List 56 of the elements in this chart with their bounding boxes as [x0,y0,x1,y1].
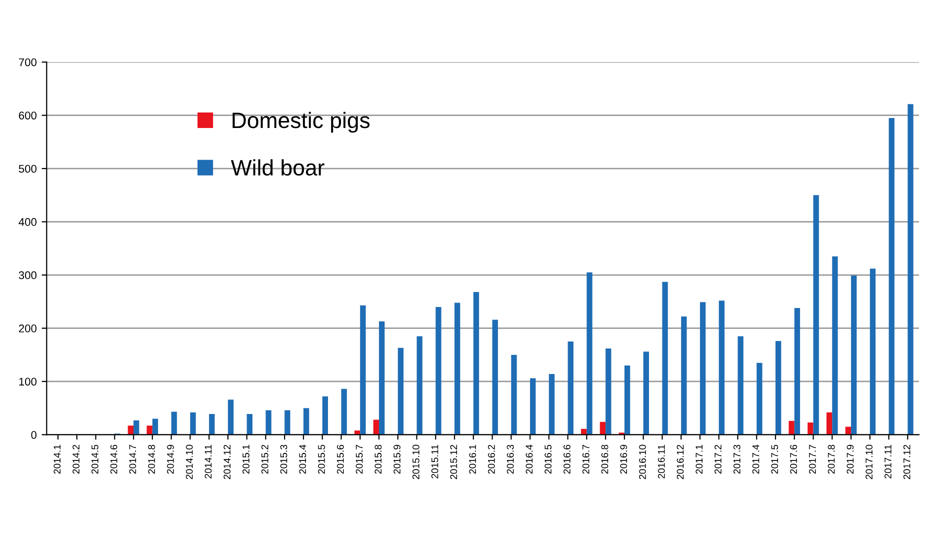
y-tick-label: 500 [18,164,36,173]
x-tick-label: 2017.8 [828,444,835,474]
x-tick-label: 2017.6 [790,444,797,474]
x-tick-label: 2015.3 [280,444,288,474]
x-tick-label: 2014.2 [72,444,80,474]
x-tick-label: 2015.11 [431,444,438,478]
x-tick-label: 2017.3 [733,444,740,474]
y-tick-label: 100 [19,378,36,386]
y-tick-label: 400 [18,218,36,226]
x-tick-label: 2017.10 [866,444,873,480]
x-tick-label: 2015.7 [356,444,363,474]
x-tick-label: 2016.2 [488,444,495,474]
x-tick-label: 2017.11 [884,444,892,478]
x-tick-label: 2015.10 [412,444,420,480]
x-tick-label: 2015.8 [374,444,382,474]
x-tick-label: 2015.4 [299,444,306,474]
y-tick-label: 0 [31,430,36,439]
x-tick-label: 2016.10 [639,444,646,480]
y-tick-label: 700 [18,58,36,66]
x-tick-label: 2015.5 [318,444,325,474]
x-tick-label: 2016.12 [676,444,684,480]
x-tick-label: 2014.8 [148,444,155,474]
x-tick-label: 2016.4 [526,444,533,474]
x-tick-label: 2015.6 [336,444,344,474]
x-tick-label: 2014.5 [91,444,98,474]
x-tick-label: 2017.4 [752,444,760,474]
x-tick-label: 2017.12 [903,444,910,480]
y-tick-label: 200 [18,324,36,332]
x-tick-label: 2016.1 [469,444,476,474]
x-tick-label: 2014.1 [54,444,61,474]
x-tick-label: 2015.1 [242,444,250,474]
y-tick-label: 600 [18,112,36,120]
x-tick-label: 2016.8 [601,444,608,474]
x-tick-label: 2015.9 [394,444,400,474]
x-tick-label: 2016.7 [582,444,590,474]
x-tick-label: 2017.2 [714,444,722,474]
x-tick-label: 2016.11 [658,444,665,478]
x-tick-label: 2014.7 [129,444,136,474]
legend-label: Domestic pigs [232,112,370,133]
x-tick-label: 2014.6 [110,444,118,474]
y-tick-label: 300 [18,271,36,280]
x-tick-label: 2015.12 [450,444,458,480]
x-tick-label: 2014.11 [204,444,212,478]
legend-label: Wild boar [230,159,324,176]
x-tick-label: 2014.9 [166,444,174,474]
x-tick-label: 2016.5 [544,444,552,474]
x-tick-label: 2016.9 [620,444,628,474]
x-tick-label: 2017.7 [808,444,816,474]
x-tick-label: 2017.9 [846,444,854,474]
x-tick-label: 2015.2 [261,444,268,474]
x-tick-label: 2016.3 [506,444,514,474]
x-tick-label: 2017.5 [771,444,778,474]
x-tick-label: 2017.1 [696,444,703,474]
x-tick-label: 2016.6 [564,444,570,474]
x-tick-label: 2014.10 [186,444,193,480]
x-tick-label: 2014.12 [224,444,231,480]
